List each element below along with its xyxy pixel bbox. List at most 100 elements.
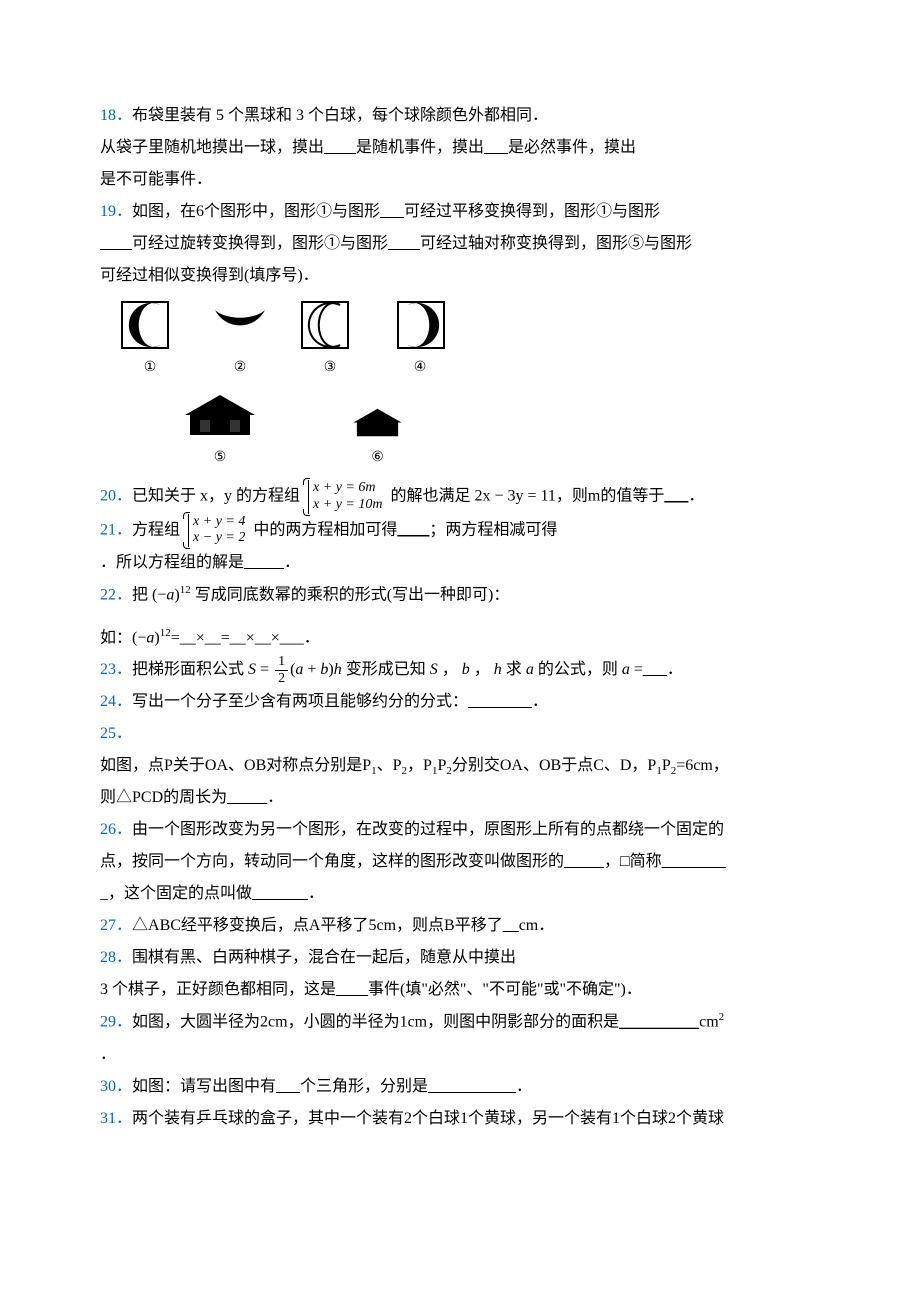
q30-b1: ___ <box>276 1078 300 1095</box>
q23-suf: ． <box>667 661 683 678</box>
q23-eq: = <box>256 661 273 678</box>
q29-exp: 2 <box>719 1011 725 1023</box>
fig-label-4: ④ <box>390 354 450 382</box>
q26-line2: 点，按同一个方向，转动同一个角度，这样的图形改变叫做图形的_____，□简称__… <box>100 846 820 878</box>
q19-l1b: 可经过平移变换得到，图形①与图形 <box>404 203 660 220</box>
q24-text: 写出一个分子至少含有两项且能够约分的分式： <box>132 693 468 710</box>
q19-blank2: ____ <box>100 235 132 252</box>
question-25-num: 25． <box>100 718 820 750</box>
q27-blank: __ <box>503 917 519 934</box>
q23-m5: 的公式，则 <box>534 661 622 678</box>
q30-suf: ． <box>516 1078 532 1095</box>
q26-l3a: _，这个固定的点叫做 <box>100 885 252 902</box>
q19-labels-row2: ⑤ ⑥ <box>180 444 820 472</box>
q19-line3: 可经过相似变换得到(填序号)． <box>100 260 820 292</box>
q21-pre: 方程组 <box>132 521 184 538</box>
q23-a2: a <box>526 661 534 678</box>
q21-mid: 中的两方程相加可得 <box>249 521 397 538</box>
q22-line2: 如：(−a)12=__×__=__×__×___． <box>100 622 820 654</box>
q18-l2c: 是必然事件，摸出 <box>508 139 636 156</box>
q23-ftop: 1 <box>275 654 288 670</box>
q25-l2a: 则△PCD的周长为 <box>100 789 227 806</box>
question-23: 23．把梯形面积公式 S = 12(a + b)h 变形成已知 S ， b ， … <box>100 654 820 686</box>
q21-number: 21． <box>100 521 132 538</box>
question-24: 24．写出一个分子至少含有两项且能够约分的分式：________． <box>100 686 820 718</box>
q26-b3: _______ <box>252 885 308 902</box>
question-29: 29．如图，大圆半径为2cm，小圆的半径为1cm，则图中阴影部分的面积是____… <box>100 1006 820 1038</box>
q19-figure-row1 <box>120 300 820 350</box>
q23-m2: ， <box>438 661 462 678</box>
q25-line2: 则△PCD的周长为_____． <box>100 782 820 814</box>
fig-label-5: ⑤ <box>180 444 260 472</box>
q30-b2: ___________ <box>428 1078 516 1095</box>
q19-figure-row2 <box>180 390 820 440</box>
q19-l2b: 可经过轴对称变换得到，图形⑤与图形 <box>420 235 692 252</box>
question-21: 21．方程组 x + y = 4x − y = 2 中的两方程相加可得____；… <box>100 514 820 548</box>
q25-l1b: 、P <box>377 757 402 774</box>
q31-number: 31． <box>100 1110 132 1127</box>
q24-suf: ． <box>532 693 548 710</box>
q29-ta: 如图，大圆半径为2cm，小圆的半径为1cm，则图中阴影部分的面积是 <box>132 1014 619 1031</box>
q19-labels-row1: ① ② ③ ④ <box>120 354 820 382</box>
q23-m4: 求 <box>502 661 526 678</box>
q23-plus: + <box>303 661 320 678</box>
q26-l1: 由一个图形改变为另一个图形，在改变的过程中，原图形上所有的点都绕一个固定的 <box>132 821 724 838</box>
q27-number: 27． <box>100 917 132 934</box>
q28-l2b: 事件(填"必然"、"不可能"或"不确定")． <box>368 981 642 998</box>
q19-blank1: ___ <box>380 203 404 220</box>
q22-l1a: 把 (− <box>132 587 166 604</box>
q19-l2a: 可经过旋转变换得到，图形①与图形 <box>132 235 388 252</box>
q23-S: S <box>248 661 256 678</box>
q21-eq1: x + y = 4 <box>193 514 245 529</box>
question-19: 19．如图，在6个图形中，图形①与图形___可经过平移变换得到，图形①与图形 <box>100 196 820 228</box>
q23-eq2: = <box>630 661 643 678</box>
q29-blank: __________ <box>619 1014 699 1031</box>
q25-suf: ． <box>267 789 283 806</box>
q23-a3: a <box>622 661 630 678</box>
q29-number: 29． <box>100 1014 132 1031</box>
q25-l1f: P <box>662 757 671 774</box>
q20-eq2: x + y = 10m <box>313 497 382 512</box>
fig-label-2: ② <box>210 354 270 382</box>
q21-blank2: _____ <box>244 554 284 571</box>
q25-blank: _____ <box>227 789 267 806</box>
q22-l2a: 如：(− <box>100 629 146 646</box>
q23-h1: h <box>334 661 342 678</box>
q29-line2: ． <box>100 1039 820 1071</box>
q21-l2a: ．所以方程组的解是 <box>100 554 244 571</box>
q25-l1g: =6cm， <box>676 757 729 774</box>
crescent-down-icon <box>210 300 270 350</box>
q22-eq: =__×__=__×__×___． <box>171 629 320 646</box>
q21-system: x + y = 4x − y = 2 <box>188 514 245 548</box>
q19-line2: ____可经过旋转变换得到，图形①与图形____可经过轴对称变换得到，图形⑤与图… <box>100 228 820 260</box>
q28-blank: ____ <box>336 981 368 998</box>
question-28: 28．围棋有黑、白两种棋子，混合在一起后，随意从中摸出 <box>100 942 820 974</box>
q18-blank1: ____ <box>324 139 356 156</box>
fig-label-3: ③ <box>300 354 360 382</box>
q23-S2: S <box>430 661 438 678</box>
q28-line2: 3 个棋子，正好颜色都相同，这是____事件(填"必然"、"不可能"或"不确定"… <box>100 974 820 1006</box>
house-large-icon <box>180 390 260 440</box>
q26-line3: _，这个固定的点叫做_______． <box>100 878 820 910</box>
q25-number: 25． <box>100 725 132 742</box>
question-22: 22．把 (−a)12 写成同底数幂的乘积的形式(写出一种即可)： <box>100 579 820 611</box>
q27-ta: △ABC经平移变换后，点A平移了5cm，则点B平移了 <box>132 917 503 934</box>
q30-ta: 如图：请写出图中有 <box>132 1078 276 1095</box>
q29-tb: cm <box>699 1014 719 1031</box>
q24-number: 24． <box>100 693 132 710</box>
q26-number: 26． <box>100 821 132 838</box>
q18-line2: 从袋子里随机地摸出一球，摸出____是随机事件，摸出___是必然事件，摸出 <box>100 132 820 164</box>
q23-fbot: 2 <box>275 671 288 686</box>
q21-suf: ． <box>284 554 300 571</box>
q18-l2a: 从袋子里随机地摸出一球，摸出 <box>100 139 324 156</box>
q25-l1a: 如图，点P关于OA、OB对称点分别是P <box>100 757 371 774</box>
q20-mid: 的解也满足 2x − 3y = 11，则m的值等于 <box>386 487 664 504</box>
q19-blank3: ____ <box>388 235 420 252</box>
q23-number: 23． <box>100 661 132 678</box>
fig-label-1: ① <box>120 354 180 382</box>
q19-l1a: 如图，在6个图形中，图形①与图形 <box>132 203 380 220</box>
q20-pre: 已知关于 x，y 的方程组 <box>132 487 304 504</box>
q19-number: 19． <box>100 203 132 220</box>
q31-text: 两个装有乒乓球的盒子，其中一个装有2个白球1个黄球，另一个装有1个白球2个黄球 <box>132 1110 724 1127</box>
q28-number: 28． <box>100 949 132 966</box>
